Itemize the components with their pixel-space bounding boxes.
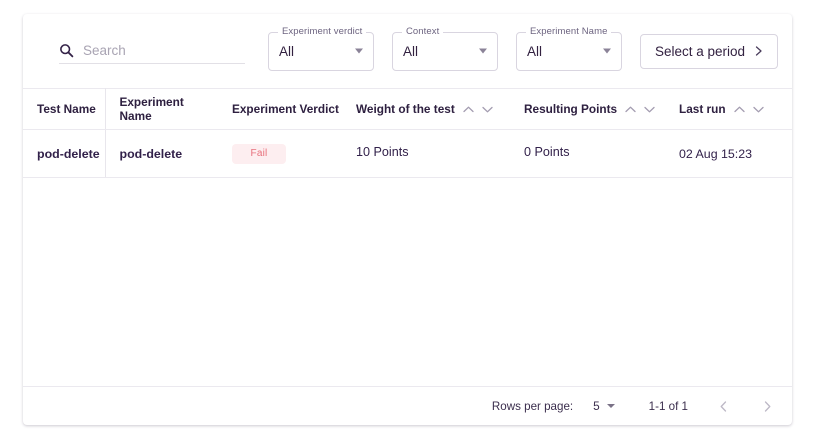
filter-experiment-name-value: All <box>526 43 542 59</box>
previous-page-button[interactable] <box>714 397 732 415</box>
next-page-button[interactable] <box>758 397 776 415</box>
column-header-last-run[interactable]: Last run <box>665 88 792 130</box>
chevron-down-icon <box>354 48 363 54</box>
sort-controls[interactable] <box>462 105 494 114</box>
column-header-weight-of-the-test[interactable]: Weight of the test <box>342 88 510 130</box>
column-header-resulting-points[interactable]: Resulting Points <box>510 88 665 130</box>
column-label: Experiment Name <box>119 95 184 123</box>
sort-ascending-icon[interactable] <box>462 105 475 114</box>
cell-test-name: pod-delete <box>23 129 106 178</box>
chevron-right-icon <box>754 45 763 57</box>
column-header-experiment-name[interactable]: Experiment Name <box>105 88 218 130</box>
column-label: Last run <box>679 102 726 116</box>
filter-experiment-verdict[interactable]: Experiment verdict All <box>267 25 374 71</box>
chevron-down-icon <box>478 48 487 54</box>
sort-controls[interactable] <box>733 105 765 114</box>
chevron-down-icon <box>606 404 615 408</box>
table-header-row: Test Name Experiment Name Experiment Ver… <box>23 88 792 130</box>
column-header-test-name[interactable]: Test Name <box>23 88 106 130</box>
filter-context[interactable]: Context All <box>391 25 498 71</box>
status-badge: Fail <box>232 143 286 164</box>
column-header-experiment-verdict[interactable]: Experiment Verdict <box>218 88 342 130</box>
rows-per-page-label: Rows per page: <box>491 399 574 413</box>
results-table: Test Name Experiment Name Experiment Ver… <box>23 88 792 178</box>
table-toolbar: Experiment verdict All Context All Exper… <box>23 14 792 88</box>
weight-points-text: 10 Points <box>356 144 409 159</box>
cell-resulting-points: 0 Points <box>510 129 665 178</box>
filter-experiment-name-label: Experiment Name <box>525 25 612 37</box>
sort-ascending-icon[interactable] <box>624 105 637 114</box>
table-row[interactable]: pod-delete pod-delete Fail 10 Points <box>23 129 792 178</box>
chevron-down-icon <box>602 48 611 54</box>
column-label: Resulting Points <box>524 102 618 116</box>
search-input[interactable] <box>83 42 233 58</box>
filter-context-label: Context <box>401 25 444 37</box>
sort-descending-icon[interactable] <box>481 105 494 114</box>
column-label: Weight of the test <box>356 102 455 116</box>
filter-experiment-verdict-value: All <box>278 43 294 59</box>
column-label: Test Name <box>37 102 96 116</box>
cell-experiment-verdict: Fail <box>218 129 342 178</box>
sort-controls[interactable] <box>624 105 656 114</box>
filter-group: Experiment verdict All Context All Exper… <box>267 25 778 71</box>
search-icon <box>59 43 74 58</box>
filter-experiment-name[interactable]: Experiment Name All <box>515 25 622 71</box>
sort-descending-icon[interactable] <box>752 105 765 114</box>
cell-experiment-name: pod-delete <box>105 129 218 178</box>
cell-last-run: 02 Aug 15:23 <box>665 129 792 178</box>
resulting-points-text: 0 Points <box>524 144 570 159</box>
filter-experiment-verdict-label: Experiment verdict <box>277 25 367 37</box>
sort-descending-icon[interactable] <box>643 105 656 114</box>
filter-context-value: All <box>402 43 418 59</box>
rows-per-page-value: 5 <box>593 399 600 413</box>
select-period-button[interactable]: Select a period <box>639 33 778 69</box>
rows-per-page-select[interactable]: 5 <box>593 399 615 413</box>
experiments-card: Experiment verdict All Context All Exper… <box>23 14 792 425</box>
pagination-range-label: 1-1 of 1 <box>648 399 688 413</box>
select-period-label: Select a period <box>654 43 745 59</box>
table-pagination: Rows per page: 5 1-1 of 1 <box>23 386 792 425</box>
cell-weight-of-the-test: 10 Points <box>342 129 510 178</box>
search-field[interactable] <box>59 42 245 64</box>
results-table-wrap: Test Name Experiment Name Experiment Ver… <box>23 88 792 386</box>
column-label: Experiment Verdict <box>232 102 339 116</box>
sort-ascending-icon[interactable] <box>733 105 746 114</box>
